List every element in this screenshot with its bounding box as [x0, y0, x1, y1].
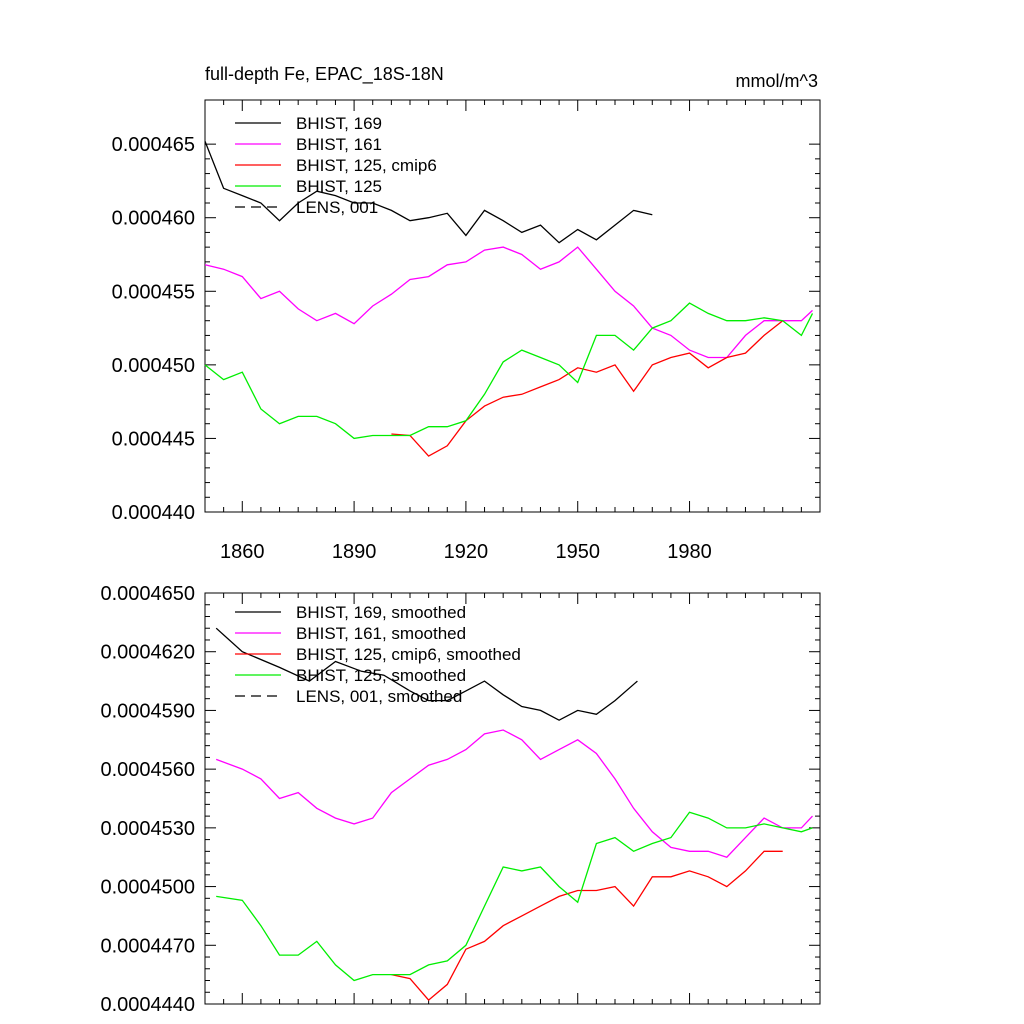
legend-label: BHIST, 125, cmip6, smoothed — [296, 645, 521, 664]
legend-label: BHIST, 125 — [296, 177, 382, 196]
legend-label: LENS, 001 — [296, 198, 378, 217]
y-tick-label: 0.000450 — [112, 355, 195, 377]
series-line-bhist-169 — [204, 140, 653, 244]
top-panel-units: mmol/m^3 — [736, 71, 818, 91]
bottom-panel: 0.0004440 0.0004470 0.0004500 0.0004530 0.00… — [100, 583, 821, 1016]
y-tick-label: 0.0004650 — [100, 583, 195, 605]
legend-label: BHIST, 169, smoothed — [296, 603, 466, 622]
series-line-bhist-125-smoothed — [216, 811, 813, 982]
plot-frame-1 — [204, 592, 821, 1005]
legend-label: BHIST, 125, cmip6 — [296, 156, 437, 175]
y-tick-label: 0.0004470 — [100, 935, 195, 957]
legend-label: LENS, 001, smoothed — [296, 687, 462, 706]
series-line-bhist-161 — [204, 246, 813, 359]
x-tick-label: 1860 — [220, 541, 265, 563]
y-tick-label: 0.0004500 — [100, 877, 195, 899]
y-tick-label: 0.0004560 — [100, 759, 195, 781]
x-tick-label: 1920 — [444, 541, 489, 563]
y-tick-label: 0.000445 — [112, 428, 195, 450]
series-line-bhist-125 — [204, 302, 814, 440]
top-panel-title: full-depth Fe, EPAC_18S-18N — [205, 64, 444, 85]
legend-label: BHIST, 161, smoothed — [296, 624, 466, 643]
x-tick-label: 1950 — [555, 541, 600, 563]
y-tick-label: 0.0004530 — [100, 818, 195, 840]
legend-label: BHIST, 161 — [296, 135, 382, 154]
top-panel: full-depth Fe, EPAC_18S-18N mmol/m^3 186… — [112, 64, 821, 563]
y-tick-label: 0.0004590 — [100, 700, 195, 722]
y-tick-label: 0.000465 — [112, 134, 195, 156]
y-tick-label: 0.000460 — [112, 208, 195, 230]
x-tick-label: 1980 — [667, 541, 712, 563]
y-tick-label: 0.000455 — [112, 281, 195, 303]
y-tick-label: 0.0004440 — [100, 994, 195, 1016]
series-line-bhist-125-cmip6-smoothed — [391, 850, 783, 1002]
y-tick-label: 0.000440 — [112, 502, 195, 524]
legend-label: BHIST, 169 — [296, 114, 382, 133]
x-tick-label: 1890 — [332, 541, 377, 563]
legend-label: BHIST, 125, smoothed — [296, 666, 466, 685]
series-line-bhist-169-smoothed — [215, 627, 638, 721]
series-line-bhist-125-cmip6 — [391, 320, 784, 457]
series-line-bhist-161-smoothed — [215, 729, 813, 858]
y-tick-label: 0.0004620 — [100, 642, 195, 664]
